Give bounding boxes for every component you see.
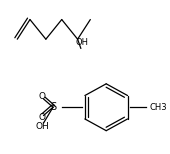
Text: CH3: CH3 (149, 103, 167, 112)
Text: OH: OH (75, 38, 88, 47)
Text: O: O (38, 92, 45, 101)
Text: O: O (38, 113, 45, 122)
Text: S: S (50, 102, 56, 112)
Text: OH: OH (35, 122, 49, 131)
